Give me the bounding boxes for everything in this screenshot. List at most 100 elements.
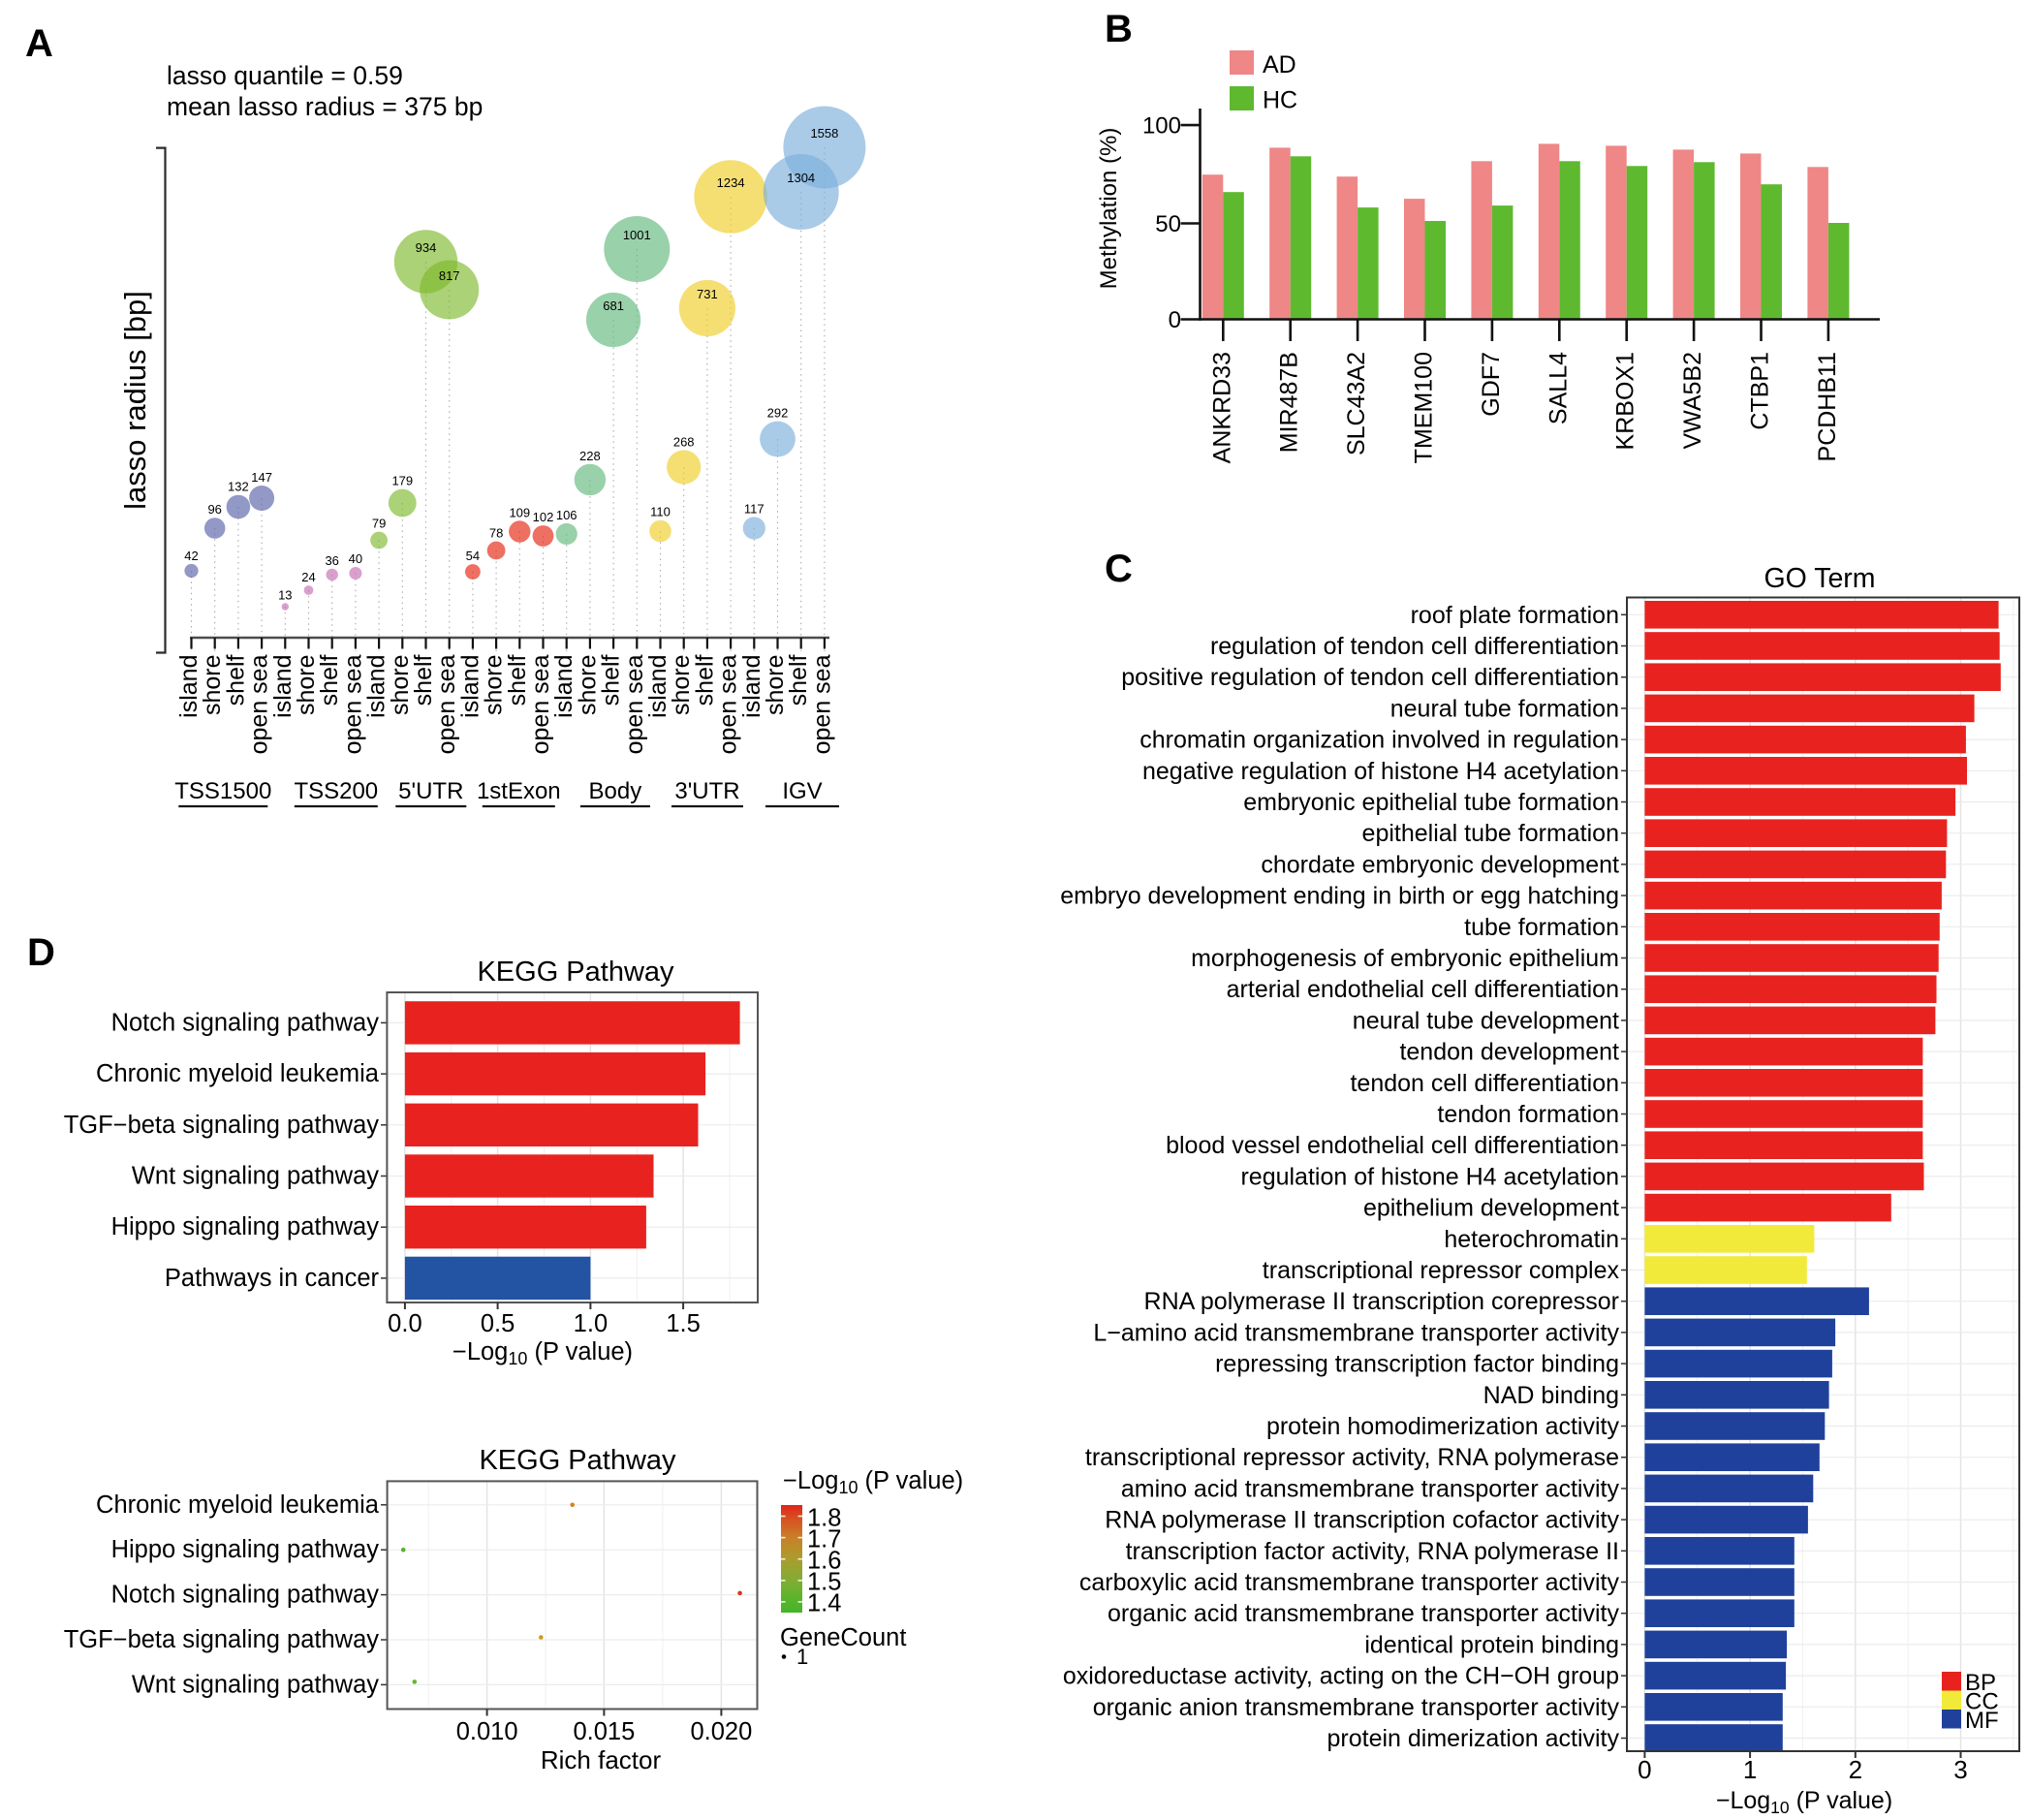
svg-text:681: 681	[603, 298, 624, 313]
svg-text:GeneCount: GeneCount	[780, 1624, 906, 1651]
svg-text:40: 40	[349, 551, 362, 566]
svg-text:island: island	[644, 655, 671, 718]
svg-text:1.8: 1.8	[807, 1504, 841, 1531]
svg-text:292: 292	[767, 406, 789, 421]
svg-text:KRBOX1: KRBOX1	[1612, 352, 1639, 450]
svg-text:shore: shore	[199, 655, 226, 716]
svg-text:1304: 1304	[787, 171, 815, 185]
svg-text:1234: 1234	[717, 175, 745, 190]
svg-text:shelf: shelf	[691, 654, 718, 706]
svg-text:morphogenesis of embryonic epi: morphogenesis of embryonic epithelium	[1191, 945, 1619, 972]
svg-text:AD: AD	[1263, 51, 1296, 78]
svg-text:epithelial tube formation: epithelial tube formation	[1362, 820, 1619, 847]
svg-text:SALL4: SALL4	[1545, 352, 1572, 424]
svg-text:open sea: open sea	[527, 654, 554, 754]
svg-text:protein homodimerization activ: protein homodimerization activity	[1266, 1413, 1620, 1440]
svg-text:shelf: shelf	[504, 654, 531, 706]
svg-text:tube formation: tube formation	[1464, 914, 1619, 941]
svg-text:36: 36	[325, 553, 338, 568]
svg-text:228: 228	[579, 449, 601, 463]
svg-text:RNA polymerase II transcriptio: RNA polymerase II transcription corepres…	[1144, 1288, 1619, 1315]
svg-text:ANKRD33: ANKRD33	[1208, 352, 1235, 463]
svg-text:neural tube development: neural tube development	[1353, 1007, 1619, 1034]
svg-text:island: island	[269, 655, 297, 718]
svg-text:C: C	[1105, 548, 1133, 590]
svg-text:Hippo signaling pathway: Hippo signaling pathway	[111, 1536, 380, 1563]
svg-text:TSS1500: TSS1500	[174, 778, 271, 804]
svg-text:Chronic myeloid leukemia: Chronic myeloid leukemia	[96, 1060, 380, 1087]
svg-text:24: 24	[301, 570, 315, 584]
svg-text:−Log10 (P value): −Log10 (P value)	[1716, 1787, 1892, 1817]
svg-text:negative regulation of histone: negative regulation of histone H4 acetyl…	[1142, 758, 1619, 785]
svg-text:HC: HC	[1263, 87, 1297, 114]
svg-text:shelf: shelf	[316, 654, 343, 706]
svg-text:oxidoreductase activity, actin: oxidoreductase activity, acting on the C…	[1063, 1663, 1619, 1690]
svg-text:positive regulation of tendon: positive regulation of tendon cell diffe…	[1121, 664, 1619, 691]
svg-text:268: 268	[673, 434, 695, 449]
svg-text:island: island	[456, 655, 484, 718]
svg-text:transcriptional repressor comp: transcriptional repressor complex	[1263, 1257, 1620, 1284]
svg-text:0.010: 0.010	[456, 1718, 518, 1745]
svg-text:RNA polymerase II transcriptio: RNA polymerase II transcription cofactor…	[1105, 1507, 1619, 1534]
svg-text:tendon development: tendon development	[1399, 1039, 1619, 1066]
svg-text:102: 102	[533, 510, 554, 524]
svg-text:organic anion transmembrane tr: organic anion transmembrane transporter …	[1093, 1694, 1620, 1721]
svg-text:KEGG Pathway: KEGG Pathway	[477, 957, 674, 988]
svg-text:shore: shore	[762, 655, 789, 716]
svg-text:0.5: 0.5	[481, 1310, 515, 1337]
svg-text:transcription factor activity,: transcription factor activity, RNA polym…	[1126, 1538, 1619, 1565]
svg-text:lasso radius [bp]: lasso radius [bp]	[118, 291, 152, 510]
svg-text:shore: shore	[293, 655, 320, 716]
svg-text:SLC43A2: SLC43A2	[1343, 352, 1370, 455]
svg-text:132: 132	[228, 480, 249, 494]
svg-text:open sea: open sea	[621, 654, 648, 754]
svg-text:tendon cell differentiation: tendon cell differentiation	[1350, 1070, 1619, 1097]
svg-text:shore: shore	[387, 655, 414, 716]
svg-text:−Log10 (P value): −Log10 (P value)	[783, 1467, 963, 1497]
svg-text:open sea: open sea	[808, 654, 835, 754]
svg-text:roof plate formation: roof plate formation	[1411, 602, 1619, 629]
svg-text:Notch signaling pathway: Notch signaling pathway	[111, 1009, 380, 1036]
svg-text:731: 731	[697, 287, 718, 301]
svg-text:0.020: 0.020	[690, 1718, 752, 1745]
svg-text:934: 934	[416, 240, 437, 255]
svg-text:KEGG Pathway: KEGG Pathway	[479, 1445, 676, 1476]
svg-text:transcriptional repressor acti: transcriptional repressor activity, RNA …	[1085, 1444, 1619, 1471]
svg-text:3: 3	[1953, 1755, 1967, 1784]
svg-text:mean lasso radius = 375 bp: mean lasso radius = 375 bp	[167, 92, 483, 121]
svg-text:Pathways in cancer: Pathways in cancer	[165, 1265, 380, 1292]
svg-text:chordate embryonic development: chordate embryonic development	[1261, 851, 1619, 878]
svg-text:island: island	[363, 655, 390, 718]
svg-text:42: 42	[184, 549, 198, 563]
svg-text:B: B	[1105, 8, 1133, 50]
svg-text:TGF−beta signaling pathway: TGF−beta signaling pathway	[64, 1112, 380, 1139]
svg-text:Wnt signaling pathway: Wnt signaling pathway	[132, 1671, 379, 1698]
svg-text:shore: shore	[668, 655, 695, 716]
svg-text:GDF7: GDF7	[1478, 352, 1505, 417]
svg-text:1: 1	[796, 1645, 808, 1669]
svg-text:1.5: 1.5	[666, 1310, 700, 1337]
svg-text:Body: Body	[589, 778, 642, 804]
svg-text:A: A	[25, 22, 53, 65]
svg-text:0: 0	[1169, 307, 1181, 333]
svg-text:79: 79	[372, 517, 386, 531]
svg-text:shelf: shelf	[222, 654, 249, 706]
svg-text:Chronic myeloid leukemia: Chronic myeloid leukemia	[96, 1491, 380, 1519]
svg-text:identical protein binding: identical protein binding	[1364, 1631, 1619, 1658]
svg-text:0: 0	[1638, 1755, 1651, 1784]
svg-text:heterochromatin: heterochromatin	[1444, 1226, 1619, 1253]
svg-text:regulation of tendon cell diff: regulation of tendon cell differentiatio…	[1210, 633, 1619, 660]
svg-text:TMEM100: TMEM100	[1411, 352, 1438, 463]
svg-text:1.6: 1.6	[807, 1548, 841, 1575]
svg-text:Rich factor: Rich factor	[541, 1745, 662, 1774]
svg-text:MIR487B: MIR487B	[1276, 352, 1303, 453]
svg-text:TSS200: TSS200	[294, 778, 378, 804]
svg-text:island: island	[550, 655, 577, 718]
svg-text:TGF−beta signaling pathway: TGF−beta signaling pathway	[64, 1626, 380, 1653]
svg-text:open sea: open sea	[339, 654, 366, 754]
svg-text:VWA5B2: VWA5B2	[1679, 352, 1706, 450]
svg-text:817: 817	[439, 268, 460, 283]
svg-text:L−amino acid transmembrane tra: L−amino acid transmembrane transporter a…	[1093, 1319, 1619, 1346]
svg-text:CC: CC	[1965, 1689, 1999, 1715]
svg-text:open sea: open sea	[715, 654, 742, 754]
